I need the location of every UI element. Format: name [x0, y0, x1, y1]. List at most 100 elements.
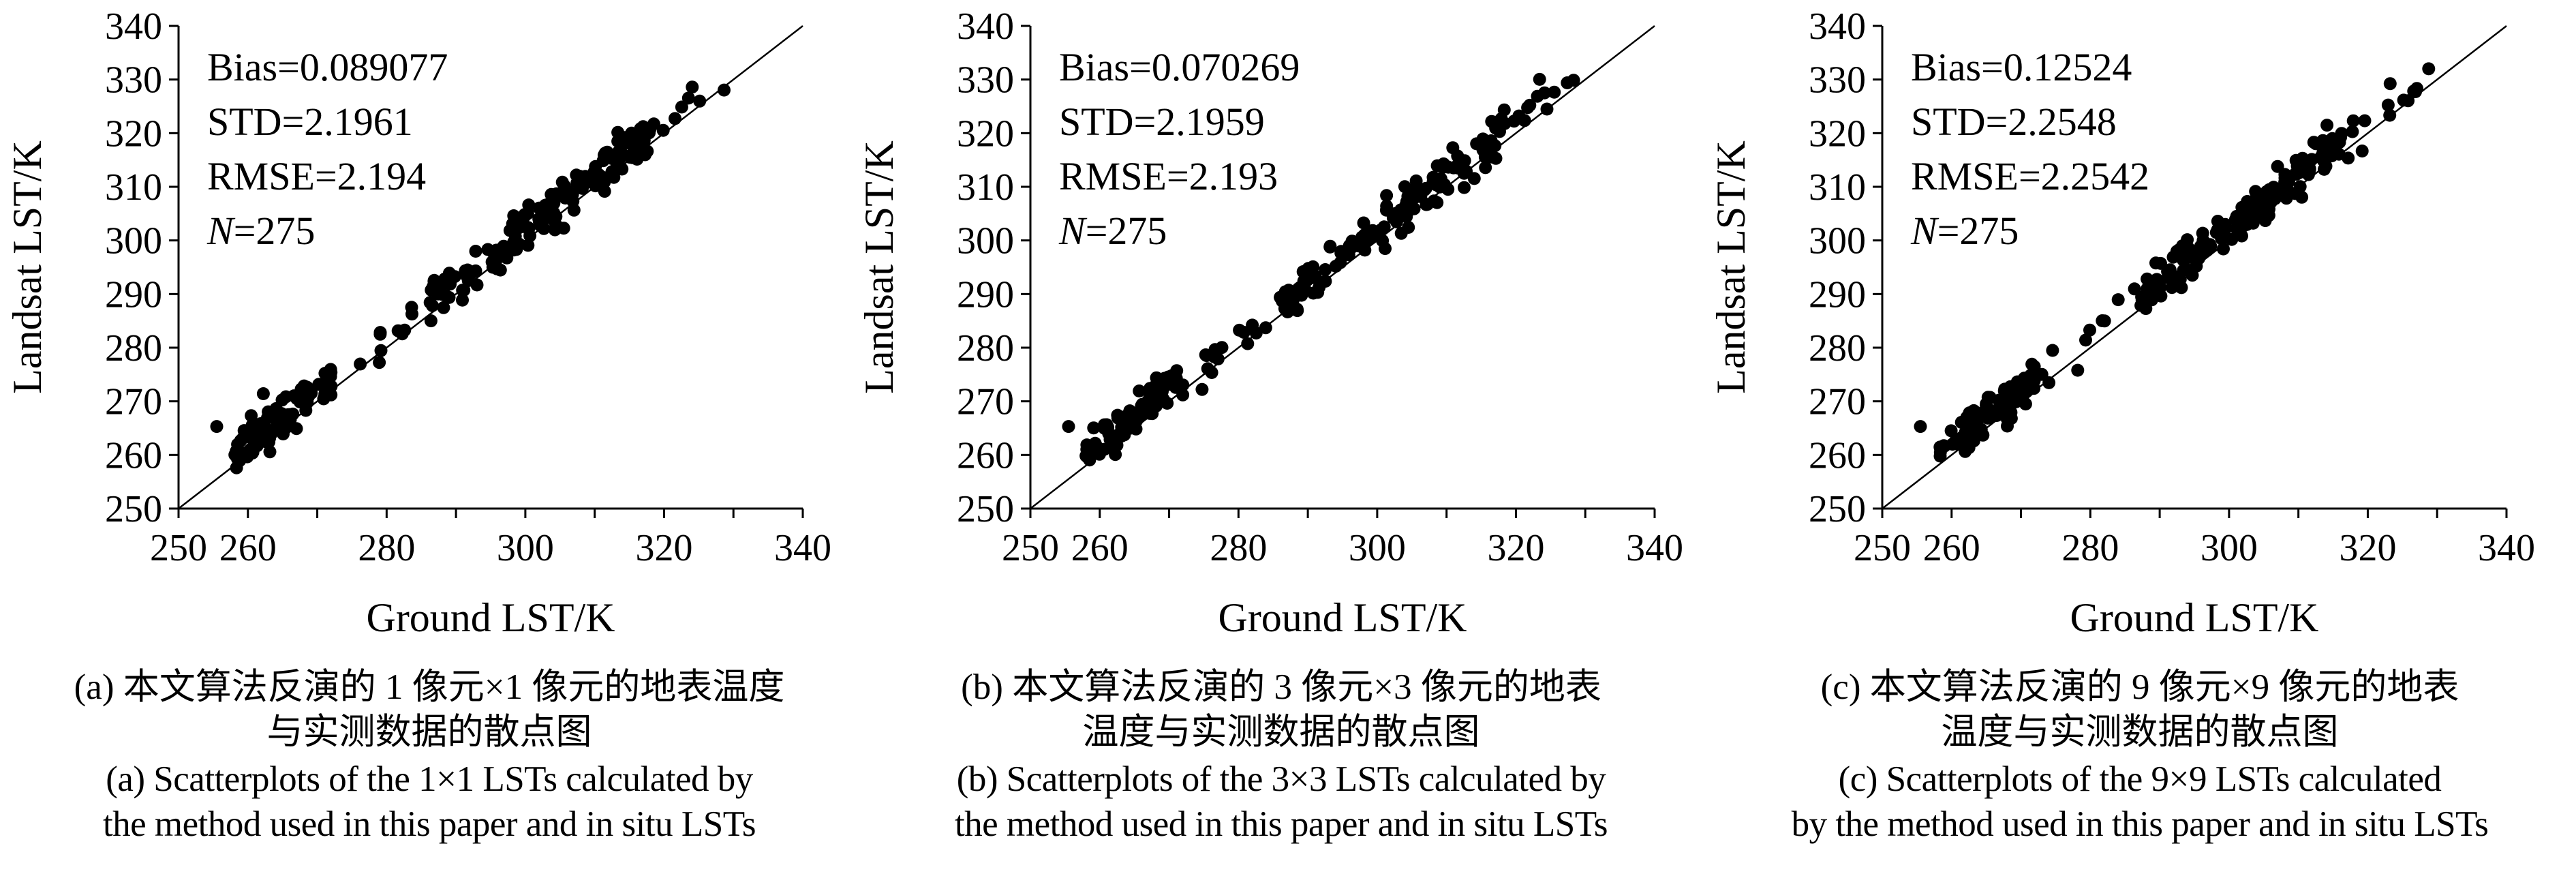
x-tick-label: 250	[1854, 527, 1911, 569]
caption-cn-a: (a) 本文算法反演的 1 像元×1 像元的地表温度 与实测数据的散点图	[0, 665, 859, 755]
data-point	[2182, 241, 2196, 255]
data-point	[1241, 337, 1255, 350]
data-point	[1107, 430, 1121, 444]
stat-n: N=275	[1910, 209, 2019, 253]
data-point	[1246, 318, 1259, 332]
data-point	[2409, 85, 2422, 98]
y-tick-label: 330	[1809, 59, 1866, 102]
data-point	[1323, 239, 1337, 253]
data-point	[2278, 171, 2292, 185]
data-point	[461, 263, 474, 277]
scatter-plot-b: 250 260 270 280 290 300 310 320 330 340 250 260 280 3…	[857, 5, 1683, 640]
data-point	[2383, 77, 2397, 91]
y-tick-label: 290	[1809, 273, 1866, 316]
data-point	[2295, 190, 2309, 204]
data-point	[1319, 275, 1332, 288]
data-point	[1430, 159, 1444, 172]
data-point	[532, 201, 546, 215]
data-point	[1458, 181, 1471, 194]
data-point	[299, 391, 313, 404]
data-point	[1538, 86, 1551, 100]
data-point	[718, 83, 731, 97]
stat-n-label: N	[206, 209, 236, 253]
caption-cn-line-1: (c) 本文算法反演的 9 像元×9 像元的地表	[1820, 667, 2459, 707]
data-point	[2163, 267, 2176, 281]
x-tick-label: 300	[1349, 527, 1406, 569]
y-tick-label: 260	[957, 434, 1014, 477]
data-point	[502, 241, 515, 254]
points-layer	[1914, 62, 2436, 463]
data-point	[1062, 420, 1075, 434]
data-point	[2001, 419, 2014, 433]
caption-cn-line-2: 温度与实测数据的散点图	[1082, 712, 1480, 752]
x-tick-label: 260	[1071, 527, 1129, 569]
data-point	[1144, 401, 1158, 414]
data-point	[2253, 209, 2267, 222]
data-point	[1133, 384, 1146, 397]
stats-block: Bias=0.089077 STD=2.1961 RMSE=2.194 N=275	[206, 45, 448, 253]
points-layer	[210, 80, 731, 474]
data-point	[1087, 421, 1101, 435]
y-tick-label: 300	[1809, 220, 1866, 262]
stat-std: STD=2.1959	[1059, 100, 1265, 144]
data-point	[2342, 151, 2355, 165]
data-point	[439, 289, 453, 303]
caption-cn-c: (c) 本文算法反演的 9 像元×9 像元的地表 温度与实测数据的散点图	[1704, 665, 2576, 755]
y-tick-label: 280	[1809, 327, 1866, 369]
data-point	[639, 148, 652, 162]
y-tick-label: 340	[1809, 5, 1866, 48]
y-tick-label: 330	[105, 59, 162, 102]
data-point	[1380, 199, 1394, 213]
stat-bias: Bias=0.070269	[1059, 45, 1300, 89]
data-point	[503, 224, 517, 237]
data-point	[2046, 344, 2059, 357]
data-point	[2083, 323, 2096, 337]
data-point	[405, 307, 418, 321]
data-point	[637, 121, 650, 135]
data-point	[2327, 133, 2340, 147]
data-point	[2381, 98, 2395, 112]
data-point	[427, 275, 441, 288]
data-point	[2007, 380, 2021, 394]
data-point	[567, 203, 581, 217]
caption-en-line-2: the method used in this paper and in sit…	[102, 804, 756, 844]
data-point	[281, 408, 295, 421]
caption-cn-line-1: (a) 本文算法反演的 1 像元×1 像元的地表温度	[74, 667, 785, 707]
data-point	[1961, 410, 1974, 424]
caption-en-line-1: (a) Scatterplots of the 1×1 LSTs calcula…	[106, 759, 753, 799]
data-point	[669, 112, 681, 125]
data-point	[2235, 229, 2248, 243]
x-tick-label: 320	[1487, 527, 1544, 569]
caption-en-b: (b) Scatterplots of the 3×3 LSTs calcula…	[852, 757, 1711, 847]
x-tick-label: 340	[1626, 527, 1683, 569]
x-tick-label: 280	[1210, 527, 1267, 569]
x-tick-label: 250	[1002, 527, 1059, 569]
data-point	[1427, 194, 1441, 208]
y-tick-label: 260	[105, 434, 162, 477]
data-point	[2153, 281, 2167, 295]
data-point	[1394, 226, 1408, 240]
data-point	[1319, 263, 1332, 276]
caption-cn-line-1: (b) 本文算法反演的 3 像元×3 像元的地表	[961, 667, 1601, 707]
y-tick-label: 300	[105, 220, 162, 262]
data-point	[2346, 125, 2359, 138]
data-point	[373, 356, 386, 369]
data-point	[210, 420, 224, 434]
data-point	[1944, 424, 1958, 438]
data-point	[589, 179, 602, 193]
data-point	[1567, 74, 1580, 87]
data-point	[615, 136, 628, 149]
y-tick-label: 260	[1809, 434, 1866, 477]
scatter-plot-c: 250 260 270 280 290 300 310 320 330 340 250 260 280 3…	[1708, 5, 2535, 640]
caption-en-line-1: (b) Scatterplots of the 3×3 LSTs calcula…	[956, 759, 1606, 799]
y-tick-label: 320	[105, 112, 162, 155]
y-tick-label: 250	[957, 488, 1014, 530]
data-point	[2142, 294, 2156, 307]
stat-bias: Bias=0.12524	[1911, 45, 2132, 89]
data-point	[2397, 93, 2410, 107]
scatter-panel-c: 250 260 270 280 290 300 310 320 330 340 250 260 280 3…	[1704, 0, 2576, 891]
data-point	[1379, 242, 1392, 256]
data-point	[456, 293, 469, 307]
x-tick-label: 250	[150, 527, 207, 569]
y-tick-label: 250	[1809, 488, 1866, 530]
